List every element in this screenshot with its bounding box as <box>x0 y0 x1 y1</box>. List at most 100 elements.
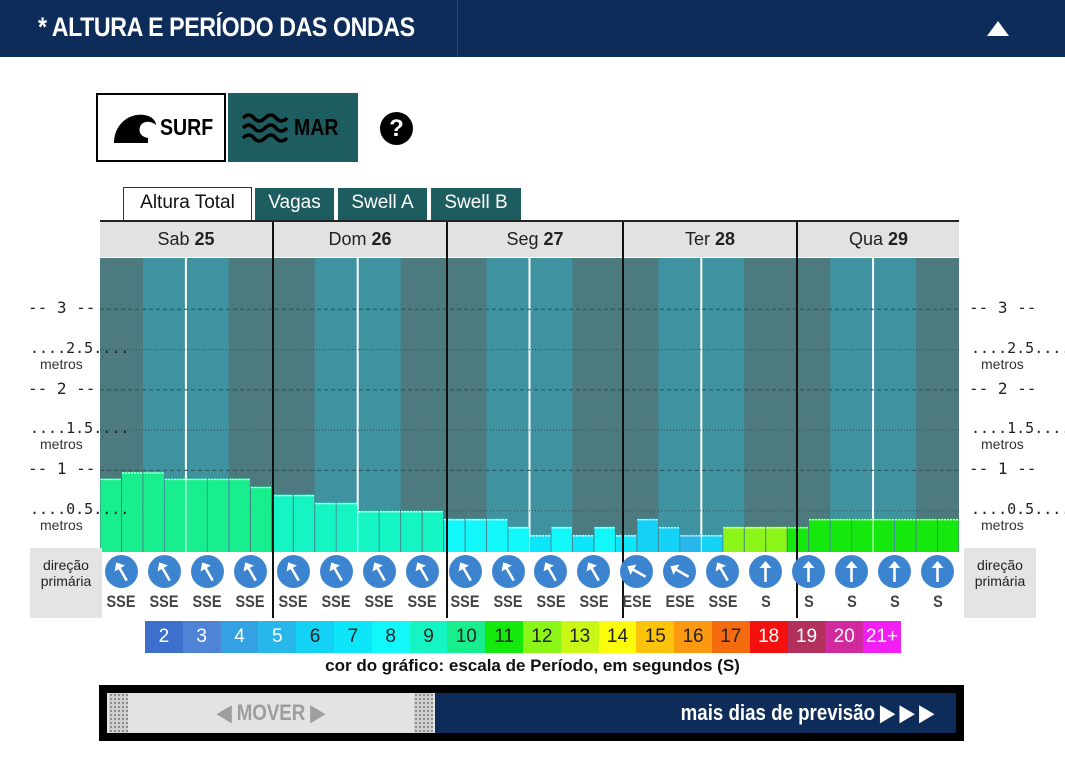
wave-height-bar <box>164 478 186 552</box>
direction-label-line1: direção <box>43 557 89 573</box>
period-scale-cell: 5 <box>258 621 297 653</box>
direction-cell: SSE <box>488 555 528 612</box>
y-tick-label: -- 3 -- <box>969 298 1037 318</box>
day-label-dom: Dom 26 <box>274 222 446 257</box>
drag-handle-left[interactable] <box>109 693 128 733</box>
tab-swell-a[interactable]: Swell A <box>338 188 427 220</box>
wave-height-bar <box>336 502 358 552</box>
period-scale-cell: 18 <box>749 621 788 653</box>
wave-height-bar <box>530 534 551 552</box>
wave-height-bar <box>143 472 164 552</box>
direction-cell: ESE <box>617 555 657 612</box>
direction-text: SSE <box>579 592 609 611</box>
day-separator <box>622 222 624 618</box>
wave-height-bar <box>444 518 465 552</box>
direction-arrow-icon <box>147 555 181 588</box>
direction-arrow-icon <box>620 555 654 588</box>
wave-icon <box>114 114 156 143</box>
day-label-sab: Sab 25 <box>100 222 272 257</box>
y-axis-right: -- 3 -- ....2.5.... metros -- 2 -- ....1.5..… <box>961 258 1065 552</box>
period-scale-cell: 16 <box>674 621 712 653</box>
direction-cell: SSE <box>187 555 227 612</box>
direction-arrow-icon <box>276 555 310 588</box>
wave-height-bar <box>852 518 873 552</box>
direction-label-line1: direção <box>977 557 1023 573</box>
direction-arrow-icon <box>405 555 439 588</box>
period-scale-cell: 4 <box>220 621 259 653</box>
wave-height-bar <box>100 478 121 552</box>
direction-cell: SSE <box>445 555 485 612</box>
direction-text: SSE <box>450 592 480 611</box>
day-label-seg: Seg 27 <box>448 222 622 257</box>
forecast-nav: ◀ MOVER ▶ mais dias de previsão ▶ ▶ ▶ <box>99 685 964 741</box>
direction-text: S <box>846 592 857 611</box>
y-tick-label: -- 3 -- <box>28 298 96 318</box>
direction-arrow-icon <box>878 555 912 588</box>
more-days-button[interactable]: mais dias de previsão ▶ ▶ ▶ <box>435 693 956 733</box>
direction-arrow-icon <box>749 555 783 588</box>
question-icon[interactable]: ? <box>380 112 413 145</box>
direction-text: S <box>760 592 771 611</box>
wave-height-bar <box>121 472 143 552</box>
y-unit-label: metros <box>40 355 83 372</box>
direction-cell: SSE <box>703 555 743 612</box>
period-scale-cell: 14 <box>598 621 637 653</box>
wave-height-bar <box>207 478 229 552</box>
triangle-up-icon[interactable] <box>987 21 1009 36</box>
chart-column-bg <box>916 258 959 552</box>
wave-height-bar <box>465 518 487 552</box>
direction-cell: S <box>832 555 872 612</box>
period-scale-cell: 19 <box>787 621 826 653</box>
direction-text: SSE <box>235 592 265 611</box>
direction-text: SSE <box>364 592 394 611</box>
direction-cell: SSE <box>316 555 356 612</box>
period-scale-cell: 15 <box>636 621 675 653</box>
wave-height-bar <box>379 510 401 552</box>
direction-cell: SSE <box>359 555 399 612</box>
direction-text: SSE <box>536 592 566 611</box>
y-tick-label: ....0.5.... <box>971 499 1065 518</box>
direction-arrow-icon <box>362 555 396 588</box>
period-scale-cell: 21+ <box>863 621 901 653</box>
direction-text: SSE <box>278 592 308 611</box>
chart-column-bg <box>744 258 788 552</box>
wave-height-bar <box>572 534 594 552</box>
period-scale-cell: 17 <box>711 621 750 653</box>
drag-handle-right[interactable] <box>414 693 433 733</box>
surf-button[interactable]: SURF <box>96 93 226 162</box>
section-header: * ALTURA E PERÍODO DAS ONDAS <box>0 0 1065 57</box>
direction-arrow-icon <box>319 555 353 588</box>
tab-swell-b[interactable]: Swell B <box>431 188 521 220</box>
direction-cell: S <box>918 555 958 612</box>
wave-height-bar <box>895 518 916 552</box>
period-scale-cell: 2 <box>145 621 183 653</box>
mover-slider[interactable]: ◀ MOVER ▶ <box>107 693 435 733</box>
direction-text: S <box>889 592 900 611</box>
direction-cell: SSE <box>402 555 442 612</box>
chart-column-bg <box>873 258 917 552</box>
mar-label: MAR <box>294 114 339 140</box>
day-label-qua: Qua 29 <box>798 222 959 257</box>
direction-text: SSE <box>192 592 222 611</box>
direction-arrow-icon <box>190 555 224 588</box>
direction-text: SSE <box>493 592 523 611</box>
y-tick-label: -- 1 -- <box>28 459 96 479</box>
header-divider <box>457 0 458 57</box>
direction-label-left: direção primária <box>30 548 102 618</box>
wave-height-bar <box>701 534 723 552</box>
section-title: * ALTURA E PERÍODO DAS ONDAS <box>38 12 415 42</box>
tab-altura-total[interactable]: Altura Total <box>123 187 252 221</box>
wave-height-bar <box>186 478 207 552</box>
direction-cell: S <box>789 555 829 612</box>
direction-text: SSE <box>107 592 136 611</box>
y-unit-label: metros <box>40 516 83 533</box>
chart-column-bg <box>658 258 702 552</box>
tab-vagas[interactable]: Vagas <box>255 188 334 220</box>
mar-button[interactable]: MAR <box>228 93 358 162</box>
y-unit-label: metros <box>981 355 1024 372</box>
period-scale-cell: 8 <box>371 621 410 653</box>
direction-cell: S <box>875 555 915 612</box>
direction-arrow-icon <box>104 555 138 588</box>
chart-column-bg <box>400 258 445 552</box>
chart-column-bg <box>572 258 616 552</box>
